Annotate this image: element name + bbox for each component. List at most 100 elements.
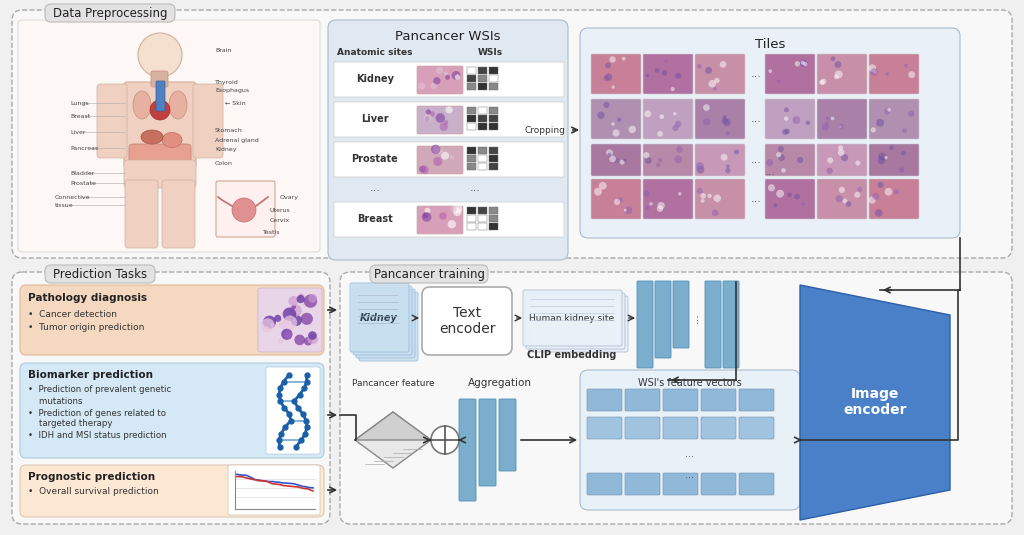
Circle shape xyxy=(839,210,844,216)
FancyBboxPatch shape xyxy=(20,285,324,355)
Text: Colon: Colon xyxy=(215,160,232,165)
Circle shape xyxy=(625,145,631,150)
Circle shape xyxy=(728,160,733,166)
FancyBboxPatch shape xyxy=(739,473,774,495)
Circle shape xyxy=(437,107,445,116)
FancyBboxPatch shape xyxy=(151,71,168,87)
Circle shape xyxy=(770,156,775,161)
Circle shape xyxy=(613,65,616,67)
Circle shape xyxy=(827,100,833,105)
Bar xyxy=(489,155,498,162)
Text: Stomach: Stomach xyxy=(215,127,243,133)
Text: Pancancer WSIs: Pancancer WSIs xyxy=(395,29,501,42)
Text: Lungs: Lungs xyxy=(70,101,89,105)
Circle shape xyxy=(625,159,631,165)
Circle shape xyxy=(445,148,451,152)
Text: Human kidney site: Human kidney site xyxy=(529,314,614,323)
Circle shape xyxy=(845,127,848,130)
FancyBboxPatch shape xyxy=(193,84,223,158)
Circle shape xyxy=(825,117,830,121)
Bar xyxy=(489,163,498,170)
Circle shape xyxy=(597,109,605,117)
Circle shape xyxy=(609,63,615,68)
Bar xyxy=(467,163,476,170)
FancyBboxPatch shape xyxy=(695,99,745,139)
Circle shape xyxy=(723,57,730,65)
FancyBboxPatch shape xyxy=(587,389,622,411)
Text: ...: ... xyxy=(470,183,480,193)
Text: ...: ... xyxy=(765,167,775,177)
Bar xyxy=(467,155,476,162)
Circle shape xyxy=(608,188,614,194)
Circle shape xyxy=(451,67,455,71)
Text: Liver: Liver xyxy=(70,129,85,134)
FancyBboxPatch shape xyxy=(643,54,693,94)
FancyBboxPatch shape xyxy=(739,417,774,439)
Circle shape xyxy=(603,168,608,173)
Text: Biomarker prediction: Biomarker prediction xyxy=(28,370,153,380)
FancyBboxPatch shape xyxy=(701,389,736,411)
Circle shape xyxy=(734,185,740,190)
Circle shape xyxy=(425,76,431,82)
Text: Image
encoder: Image encoder xyxy=(843,387,906,417)
Text: ...: ... xyxy=(751,155,762,165)
FancyBboxPatch shape xyxy=(673,281,689,348)
Circle shape xyxy=(450,216,457,223)
Bar xyxy=(489,83,498,90)
Circle shape xyxy=(289,317,302,331)
Circle shape xyxy=(802,152,807,157)
Circle shape xyxy=(817,148,825,156)
FancyBboxPatch shape xyxy=(765,54,815,94)
Circle shape xyxy=(898,78,903,82)
FancyBboxPatch shape xyxy=(20,363,324,458)
Circle shape xyxy=(284,314,290,320)
Circle shape xyxy=(904,160,909,166)
Circle shape xyxy=(604,62,609,66)
FancyBboxPatch shape xyxy=(266,367,319,454)
FancyBboxPatch shape xyxy=(591,179,641,219)
Circle shape xyxy=(881,167,884,171)
Ellipse shape xyxy=(133,91,151,119)
Circle shape xyxy=(437,214,442,219)
FancyBboxPatch shape xyxy=(723,281,739,368)
Text: ...: ... xyxy=(690,312,700,324)
FancyBboxPatch shape xyxy=(643,99,693,139)
Text: Brain: Brain xyxy=(215,48,231,52)
Circle shape xyxy=(714,157,721,163)
FancyBboxPatch shape xyxy=(587,417,622,439)
FancyBboxPatch shape xyxy=(591,99,641,139)
Circle shape xyxy=(288,329,292,333)
Bar xyxy=(478,207,487,214)
FancyBboxPatch shape xyxy=(417,206,463,234)
Circle shape xyxy=(675,160,682,167)
FancyBboxPatch shape xyxy=(529,296,628,352)
Circle shape xyxy=(872,117,878,122)
FancyBboxPatch shape xyxy=(765,99,815,139)
Circle shape xyxy=(731,86,736,91)
Text: ...: ... xyxy=(685,449,694,459)
Circle shape xyxy=(846,185,850,189)
Bar xyxy=(467,115,476,122)
Bar xyxy=(467,207,476,214)
Circle shape xyxy=(289,307,295,314)
Text: Adrenal gland: Adrenal gland xyxy=(215,137,259,142)
Text: Tiles: Tiles xyxy=(755,37,785,50)
Circle shape xyxy=(871,185,876,190)
Circle shape xyxy=(624,101,631,108)
Text: ...: ... xyxy=(751,69,762,79)
Bar xyxy=(489,147,498,154)
Circle shape xyxy=(434,164,438,168)
Text: WSI's feature vectors: WSI's feature vectors xyxy=(638,378,741,388)
Circle shape xyxy=(827,154,835,162)
Circle shape xyxy=(673,148,678,154)
Circle shape xyxy=(599,105,606,111)
FancyBboxPatch shape xyxy=(124,82,196,168)
FancyBboxPatch shape xyxy=(695,54,745,94)
Circle shape xyxy=(673,122,679,129)
Circle shape xyxy=(596,181,601,187)
FancyBboxPatch shape xyxy=(869,99,919,139)
Text: ...: ... xyxy=(685,470,694,480)
Circle shape xyxy=(804,186,810,192)
Circle shape xyxy=(727,113,731,118)
FancyBboxPatch shape xyxy=(701,417,736,439)
